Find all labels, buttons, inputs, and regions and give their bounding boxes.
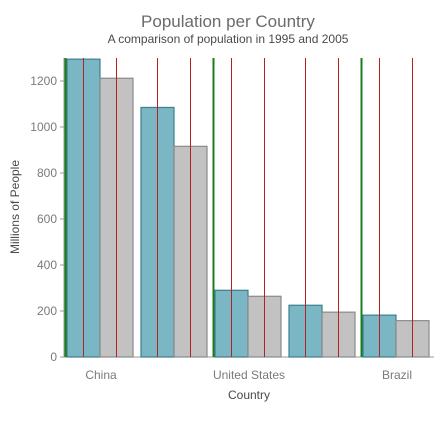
y-tick-label-1000: 1000 (30, 120, 57, 134)
y-tick-label-400: 400 (37, 258, 57, 272)
chart-title: Population per Country (141, 12, 315, 31)
x-category-label-china: China (85, 368, 117, 382)
y-tick-label-200: 200 (37, 304, 57, 318)
x-axis-title: Country (228, 388, 270, 402)
y-tick-label-1200: 1200 (30, 74, 57, 88)
chart-subtitle: A comparison of population in 1995 and 2… (108, 32, 349, 46)
y-tick-label-800: 800 (37, 166, 57, 180)
x-category-label-brazil: Brazil (382, 368, 412, 382)
y-axis-title: Millions of People (8, 160, 22, 254)
x-category-label-united-states: United States (213, 368, 285, 382)
plot-area: 0 200 400 600 800 1000 1200 China United States B… (30, 58, 434, 382)
y-tick-label-0: 0 (50, 350, 57, 364)
y-tick-label-600: 600 (37, 212, 57, 226)
